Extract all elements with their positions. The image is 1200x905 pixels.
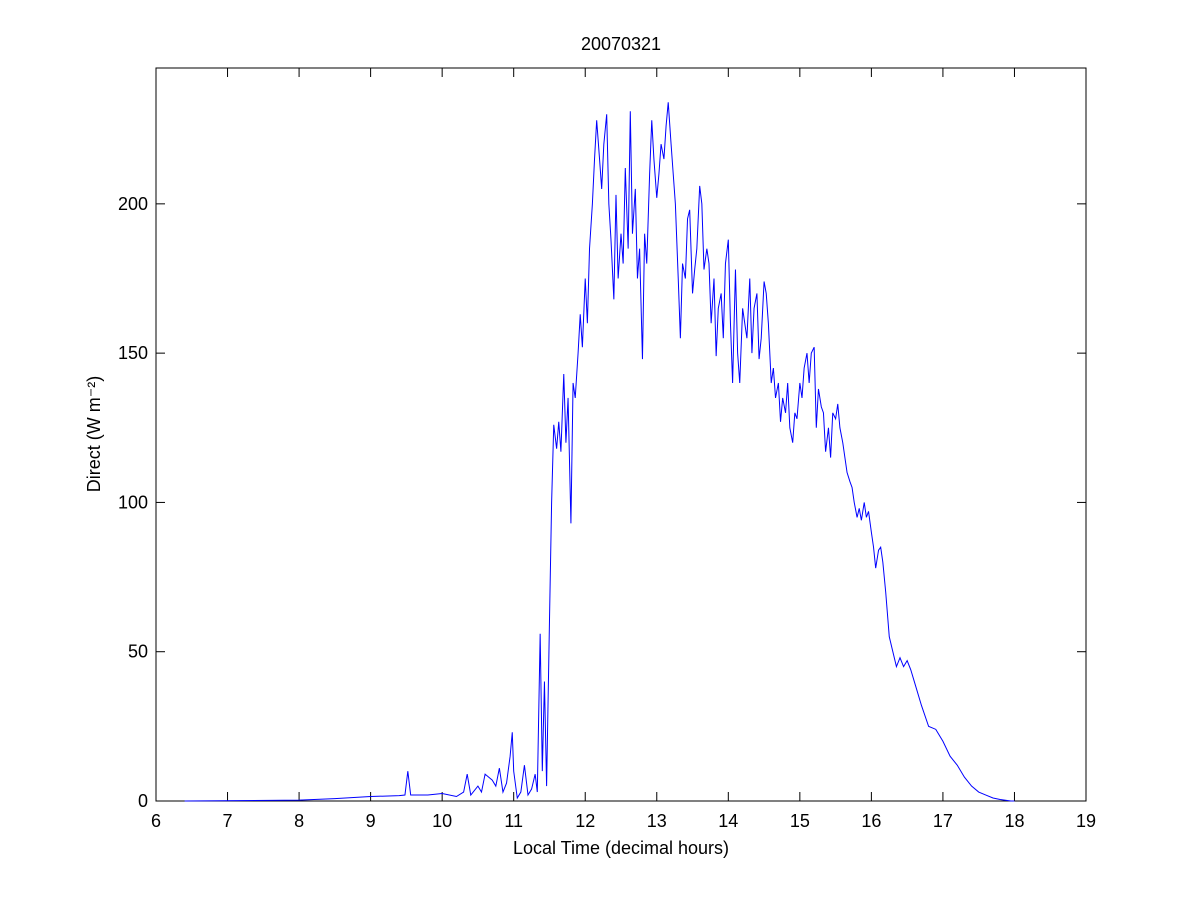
y-tick-label: 100 — [118, 492, 148, 512]
y-axis-label: Direct (W m⁻²) — [84, 376, 104, 492]
y-tick-label: 150 — [118, 343, 148, 363]
x-tick-label: 12 — [575, 811, 595, 831]
plot-frame — [155, 67, 1087, 802]
y-tick-label: 0 — [138, 791, 148, 811]
x-tick-label: 14 — [718, 811, 738, 831]
x-tick-label: 13 — [647, 811, 667, 831]
data-line — [184, 102, 1015, 802]
x-tick-label: 10 — [432, 811, 452, 831]
x-tick-label: 7 — [223, 811, 233, 831]
y-tick-label: 50 — [128, 642, 148, 662]
x-tick-label: 18 — [1004, 811, 1024, 831]
y-tick-label: 200 — [118, 194, 148, 214]
x-tick-label: 11 — [504, 811, 523, 831]
x-tick-label: 9 — [366, 811, 376, 831]
x-tick-label: 6 — [151, 811, 161, 831]
x-tick-label: 19 — [1076, 811, 1096, 831]
x-tick-label: 17 — [933, 811, 953, 831]
x-axis-label: Local Time (decimal hours) — [513, 838, 729, 858]
chart-title: 20070321 — [581, 34, 661, 54]
x-tick-label: 16 — [861, 811, 881, 831]
x-tick-label: 15 — [790, 811, 810, 831]
x-tick-label: 8 — [294, 811, 304, 831]
